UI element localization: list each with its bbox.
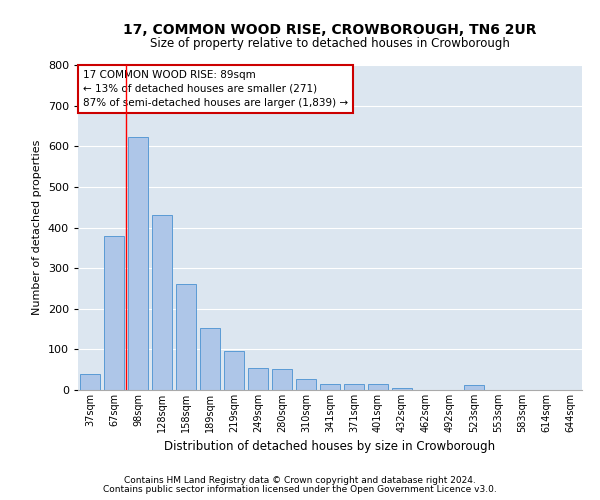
Bar <box>176 284 196 390</box>
Text: 17, COMMON WOOD RISE, CROWBOROUGH, TN6 2UR: 17, COMMON WOOD RISE, CROWBOROUGH, TN6 2… <box>123 22 537 36</box>
Bar <box>344 384 364 390</box>
Bar <box>392 388 412 390</box>
Bar <box>80 374 100 390</box>
Text: 17 COMMON WOOD RISE: 89sqm
← 13% of detached houses are smaller (271)
87% of sem: 17 COMMON WOOD RISE: 89sqm ← 13% of deta… <box>83 70 348 108</box>
Bar <box>152 214 172 390</box>
Y-axis label: Number of detached properties: Number of detached properties <box>32 140 42 315</box>
Bar <box>248 368 268 390</box>
Bar <box>464 384 484 390</box>
Text: Contains public sector information licensed under the Open Government Licence v3: Contains public sector information licen… <box>103 485 497 494</box>
Bar <box>104 236 124 390</box>
Bar <box>224 351 244 390</box>
Text: Contains HM Land Registry data © Crown copyright and database right 2024.: Contains HM Land Registry data © Crown c… <box>124 476 476 485</box>
Bar <box>128 138 148 390</box>
Bar <box>296 378 316 390</box>
Bar <box>320 384 340 390</box>
X-axis label: Distribution of detached houses by size in Crowborough: Distribution of detached houses by size … <box>164 440 496 454</box>
Text: Size of property relative to detached houses in Crowborough: Size of property relative to detached ho… <box>150 38 510 51</box>
Bar <box>200 328 220 390</box>
Bar <box>368 384 388 390</box>
Bar <box>272 369 292 390</box>
